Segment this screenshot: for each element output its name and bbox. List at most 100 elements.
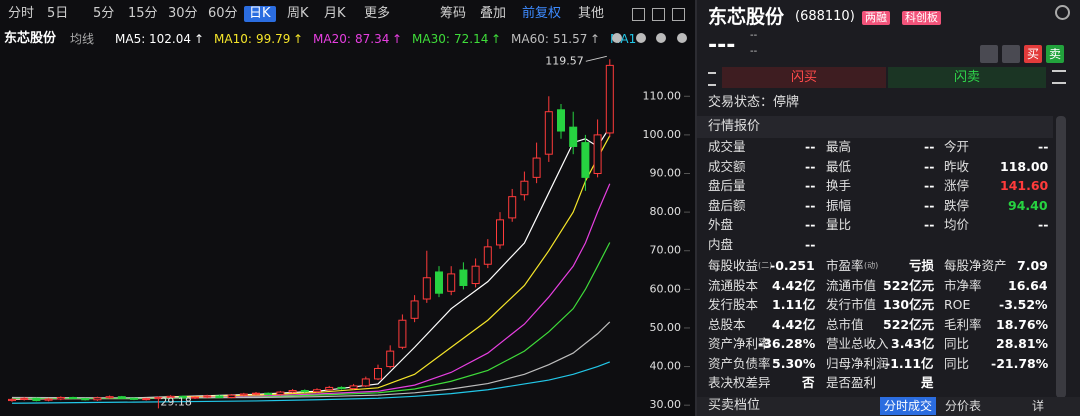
period-tab[interactable]: 更多 [364, 6, 391, 21]
candle-body [422, 277, 431, 300]
buy-button[interactable]: 买 [1024, 45, 1042, 63]
tool-icon[interactable] [672, 8, 685, 21]
cell-value: -21.78% [991, 355, 1049, 371]
tool-icon[interactable] [652, 8, 665, 21]
cell-label: 今开 [944, 139, 970, 154]
period-tab[interactable]: 60分 [208, 6, 238, 21]
menu-icon[interactable] [1052, 70, 1066, 84]
y-tick-label: 40.00 [650, 360, 682, 373]
footer-tab[interactable]: 分时成交 [880, 397, 937, 415]
cell-label: 内盘 [708, 237, 734, 252]
ma-value: 51.57 [553, 32, 588, 46]
candle-body [313, 389, 321, 393]
candle-body [471, 265, 480, 285]
candle-body [252, 392, 260, 395]
cell-label: 同比 [944, 336, 970, 351]
candle-body [410, 300, 419, 319]
cell-value: 7.09 [1017, 258, 1048, 273]
section-bg [697, 116, 1053, 138]
ma-trend: ↑ [491, 32, 502, 46]
period-tab[interactable]: 5日 [47, 6, 69, 21]
tool-button[interactable]: 筹码 [440, 6, 467, 21]
y-tick-label: 100.00 [643, 128, 682, 141]
candle-body [154, 396, 163, 400]
cell-label: 盘后额 [708, 197, 746, 213]
cell-value: -- [805, 158, 816, 174]
period-tab[interactable]: 月K [324, 6, 346, 21]
section-title: 行情报价 [708, 119, 761, 134]
period-tab[interactable]: 日K [244, 6, 276, 22]
legend-icon[interactable] [677, 33, 687, 43]
legend-icon[interactable] [636, 33, 646, 43]
cell-label: 均价 [944, 217, 970, 233]
detail-button[interactable]: 详 [1032, 399, 1045, 413]
cell-label-sub: (动) [864, 261, 879, 270]
candle-body [337, 386, 346, 390]
period-tab[interactable]: 分时 [8, 6, 35, 21]
cell-label: 最低 [826, 158, 852, 174]
ma-value: 102.04 [149, 32, 191, 46]
period-tab[interactable]: 周K [287, 6, 309, 21]
period-tab[interactable]: 5分 [93, 6, 115, 21]
sell-button[interactable]: 卖 [1046, 45, 1064, 63]
cell-label: 发行股本 [708, 297, 759, 312]
candle-body [544, 111, 553, 155]
period-tab[interactable]: 15分 [128, 6, 158, 21]
tool-button[interactable]: 叠加 [480, 6, 507, 21]
alert-button[interactable] [1002, 45, 1020, 63]
candle-body [203, 395, 212, 398]
cell-label: 流通市值 [826, 277, 877, 293]
cell-label: 换手 [826, 178, 852, 194]
ma-line [11, 361, 611, 404]
annotation-arrow [585, 55, 607, 62]
cell-value: -- [924, 178, 935, 194]
cell-label: 盘后量 [708, 178, 746, 194]
tool-icon[interactable] [632, 8, 645, 21]
tool-button[interactable]: 前复权 [522, 6, 562, 21]
cell-label-sub: (二) [758, 261, 773, 270]
stock-tag: 两融 [862, 11, 890, 25]
cell-value: -36.28% [758, 336, 816, 351]
candle-body [117, 396, 126, 399]
add-button[interactable] [980, 45, 998, 63]
stock-name: 东芯股份 [708, 6, 785, 28]
candle-body [56, 396, 65, 400]
candle-body [142, 398, 151, 401]
cell-label: 振幅 [826, 197, 852, 213]
ma-trend: ↑ [392, 32, 403, 46]
candle-body [569, 126, 578, 147]
ma-value: 99.79 [256, 32, 291, 46]
cell-value: 130亿元 [883, 297, 935, 312]
legend-icon[interactable] [656, 33, 666, 43]
cell-value: -- [1038, 217, 1049, 233]
period-tab[interactable]: 30分 [168, 6, 198, 21]
cell-label: 量比 [826, 217, 852, 233]
cell-value: -- [924, 217, 935, 233]
cell-label: 外盘 [708, 217, 734, 233]
cell-value: 118.00 [1000, 158, 1049, 174]
collapse-icon[interactable] [708, 72, 716, 86]
min-annotation: 29.18 [160, 395, 192, 408]
candle-body [374, 368, 382, 380]
ma-trend: ↑ [590, 32, 601, 46]
scrollbar [1056, 116, 1066, 398]
candle-body [435, 271, 443, 294]
tool-button[interactable]: 其他 [578, 6, 605, 21]
cell-value: -- [805, 237, 816, 252]
cell-label: 总股本 [708, 316, 746, 332]
flash-buy[interactable]: 闪买 [722, 67, 886, 88]
candle-body [386, 350, 395, 368]
ma-value: 87.34 [355, 32, 390, 46]
settings-icon[interactable] [1055, 5, 1070, 20]
cell-value: 94.40 [1008, 197, 1048, 213]
ma-name: MA30: [412, 32, 450, 46]
indicator: 均线 [70, 32, 95, 46]
y-tick-label: 90.00 [650, 166, 682, 179]
flash-sell[interactable]: 闪卖 [888, 67, 1046, 88]
cell-value: -- [924, 158, 935, 174]
legend-icon[interactable] [612, 33, 622, 43]
candle-body [459, 269, 468, 286]
candle-body [520, 180, 529, 196]
footer-tab[interactable]: 分价表 [945, 399, 982, 413]
candle-body [398, 319, 407, 348]
